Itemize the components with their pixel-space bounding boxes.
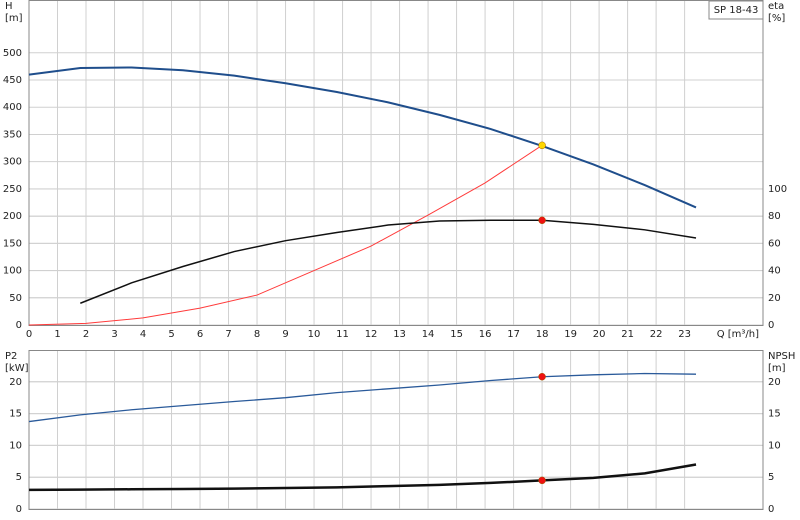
y-tick-label: 450 <box>3 75 22 86</box>
y-axis-label: P2 <box>5 351 17 362</box>
y-tick-label: 100 <box>3 266 22 277</box>
x-tick-label: 18 <box>536 329 549 340</box>
x-tick-label: 12 <box>365 329 378 340</box>
x-tick-label: 0 <box>26 329 32 340</box>
y2-tick-label: 80 <box>768 211 781 222</box>
y-axis-unit: [kW] <box>5 363 29 374</box>
x-axis-label: Q [m³/h] <box>717 329 759 340</box>
y-axis-label: H <box>5 1 13 12</box>
series-line <box>28 463 697 492</box>
operating-point <box>538 372 546 381</box>
y2-tick-label: 100 <box>768 184 787 195</box>
y2-tick-label: 0 <box>768 504 774 515</box>
x-tick-label: 14 <box>422 329 435 340</box>
y-tick-label: 0 <box>16 504 22 515</box>
x-tick-label: 1 <box>54 329 60 340</box>
y2-tick-label: 40 <box>768 266 781 277</box>
x-tick-label: 10 <box>308 329 321 340</box>
x-tick-label: 21 <box>621 329 634 340</box>
operating-point <box>538 476 546 485</box>
y2-tick-label: 20 <box>768 377 781 388</box>
x-tick-label: 6 <box>197 329 203 340</box>
x-tick-label: 11 <box>336 329 349 340</box>
y2-axis-unit: [m] <box>768 363 786 374</box>
y-tick-label: 350 <box>3 129 22 140</box>
y2-tick-label: 5 <box>768 472 774 483</box>
x-tick-label: 20 <box>593 329 606 340</box>
y2-tick-label: 10 <box>768 440 781 451</box>
y2-tick-label: 60 <box>768 238 781 249</box>
x-tick-label: 5 <box>168 329 174 340</box>
y-tick-label: 300 <box>3 157 22 168</box>
operating-point <box>538 141 546 150</box>
series-line <box>28 372 697 423</box>
y2-axis-label: NPSH <box>768 351 795 362</box>
x-tick-label: 22 <box>650 329 663 340</box>
title-box <box>708 0 764 20</box>
x-tick-label: 7 <box>225 329 231 340</box>
y-tick-label: 200 <box>3 211 22 222</box>
y2-axis-unit: [%] <box>768 13 785 24</box>
y-tick-label: 0 <box>16 320 22 331</box>
x-tick-label: 16 <box>479 329 492 340</box>
y-tick-label: 500 <box>3 48 22 59</box>
x-tick-label: 4 <box>140 329 146 340</box>
x-tick-label: 15 <box>450 329 463 340</box>
x-tick-label: 19 <box>564 329 577 340</box>
y-tick-label: 5 <box>16 472 22 483</box>
series-line <box>28 66 697 209</box>
y-tick-label: 15 <box>9 409 22 420</box>
plot-frame <box>28 0 764 326</box>
chart-title: SP 18-43 <box>714 5 759 16</box>
y2-axis-label: eta <box>768 1 784 12</box>
x-tick-label: 3 <box>111 329 117 340</box>
y-tick-label: 20 <box>9 377 22 388</box>
x-tick-label: 2 <box>83 329 89 340</box>
series-line <box>80 219 697 304</box>
y2-tick-label: 20 <box>768 293 781 304</box>
y-tick-label: 50 <box>9 293 22 304</box>
y-tick-label: 400 <box>3 102 22 113</box>
y2-tick-label: 15 <box>768 409 781 420</box>
y2-tick-label: 0 <box>768 320 774 331</box>
y-axis-unit: [m] <box>5 13 23 24</box>
x-tick-label: 17 <box>507 329 520 340</box>
x-tick-label: 13 <box>393 329 406 340</box>
y-tick-label: 10 <box>9 440 22 451</box>
x-tick-label: 9 <box>282 329 288 340</box>
series-line <box>28 144 543 326</box>
x-tick-label: 8 <box>254 329 260 340</box>
plot-frame <box>28 350 764 510</box>
y-tick-label: 150 <box>3 238 22 249</box>
operating-point <box>538 216 546 225</box>
x-tick-label: 23 <box>678 329 691 340</box>
y-tick-label: 250 <box>3 184 22 195</box>
